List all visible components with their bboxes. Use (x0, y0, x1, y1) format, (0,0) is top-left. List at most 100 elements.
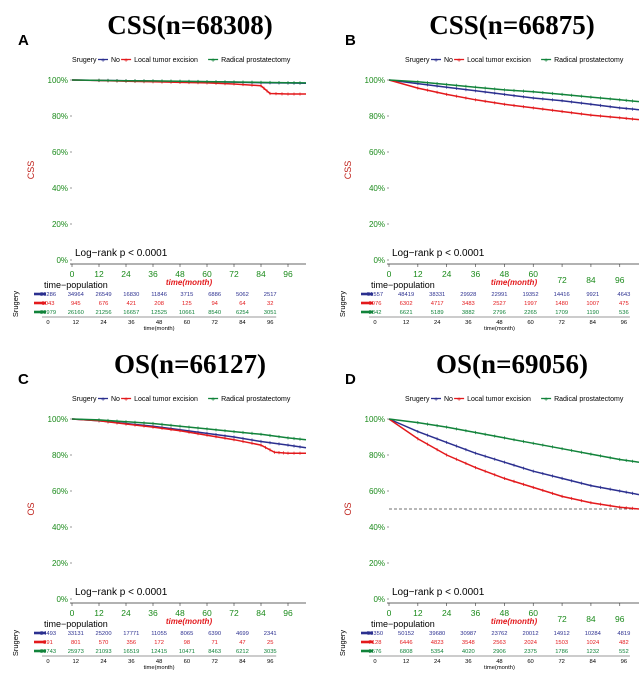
logrank-text: Log−rank p < 0.0001 (75, 587, 168, 598)
legend-key-mark-2: + (211, 397, 215, 404)
legend-key-mark-0: + (101, 58, 105, 65)
risk-table-cell: 6886 (208, 292, 221, 298)
legend-key-mark-0: + (101, 397, 105, 404)
risk-table-cell: 4823 (431, 640, 444, 646)
x-tick-label: 48 (500, 608, 510, 618)
risk-table-cell: 51557 (367, 292, 383, 298)
risk-table-cell: 12525 (151, 310, 167, 316)
risk-table-x-tick: 24 (434, 659, 441, 665)
risk-table-cell: 1503 (555, 640, 568, 646)
risk-table-x-tick: 72 (211, 320, 217, 326)
legend-key-mark-1: + (457, 58, 461, 65)
risk-table-cell: 10661 (179, 310, 195, 316)
risk-table-cell: 125 (182, 301, 192, 307)
risk-table-x-tick: 96 (267, 320, 273, 326)
y-tick-label: 20% (52, 220, 68, 229)
y-tick-label: 60% (52, 487, 68, 496)
x-tick-label: 0 (387, 608, 392, 618)
risk-table-cell: 3035 (264, 649, 277, 655)
risk-table-cell: 536 (619, 310, 629, 316)
y-tick-label: 100% (48, 76, 68, 85)
risk-table-x-tick: 48 (496, 659, 502, 665)
x-tick-label: 12 (413, 269, 423, 279)
risk-table-cell: 47 (239, 640, 245, 646)
risk-table-cell: 10471 (179, 649, 195, 655)
risk-table-cell: 6808 (400, 649, 413, 655)
y-tick-label: 40% (369, 184, 385, 193)
y-tick-label: 0% (373, 595, 385, 604)
risk-table-x-tick: 36 (128, 659, 134, 665)
y-tick-label: 80% (369, 451, 385, 460)
risk-table-cell: 14416 (554, 292, 570, 298)
risk-table-x-tick: 60 (527, 659, 533, 665)
risk-table-cell: 32 (267, 301, 273, 307)
risk-table-cell: 25973 (68, 649, 84, 655)
risk-table-cell: 14912 (554, 631, 570, 637)
x-tick-label: 0 (70, 608, 75, 618)
risk-table-cell: 33131 (68, 631, 84, 637)
risk-table-cell: 4643 (617, 292, 630, 298)
x-tick-label: 48 (175, 269, 185, 279)
risk-table-cell: 8342 (369, 310, 382, 316)
legend: Srugery + No + Local tumor excision + Radical … (72, 57, 291, 65)
censor-marks-2 (98, 78, 301, 85)
risk-table-x-tick: 96 (267, 659, 273, 665)
censor-marks-1 (417, 86, 633, 121)
y-tick-label: 0% (373, 256, 385, 265)
risk-table-cell: 1007 (586, 301, 599, 307)
x-tick-label: 24 (121, 269, 131, 279)
risk-table-cell: 30743 (40, 649, 56, 655)
risk-table-cell: 5354 (431, 649, 445, 655)
risk-table-cell: 2375 (524, 649, 537, 655)
risk-table-ylabel: Srugery (11, 630, 20, 657)
risk-table-x-tick: 72 (211, 659, 217, 665)
legend-title: Srugery (405, 396, 430, 403)
series-line-no (388, 418, 639, 496)
x-tick-label: 84 (256, 269, 266, 279)
risk-table-xlabel: time(month) (484, 326, 515, 332)
censor-marks-2 (98, 418, 301, 441)
risk-table-cell: 30987 (460, 631, 476, 637)
x-tick-label: 12 (94, 608, 104, 618)
risk-table-cell: 21093 (95, 649, 111, 655)
risk-table-ylabel: Srugery (338, 630, 347, 657)
risk-table-cell: 11055 (151, 631, 167, 637)
risk-table-title: time−population (44, 619, 108, 629)
risk-table-x-tick: 84 (239, 659, 246, 665)
x-tick-label: 60 (528, 608, 538, 618)
y-tick-label: 40% (52, 184, 68, 193)
series-line-radical-prostatectomy (71, 418, 307, 441)
risk-table-cell: 36286 (40, 292, 56, 298)
risk-table-title: time−population (371, 280, 435, 290)
x-tick-label: 0 (70, 269, 75, 279)
panel-c: OS(n=66127) C Srugery + No + Local tumor excis… (11, 349, 307, 671)
chart-title: OS(n=66127) (114, 349, 266, 379)
x-tick-label: 96 (615, 614, 625, 624)
risk-table-x-tick: 12 (403, 320, 409, 326)
x-tick-label: 72 (557, 614, 567, 624)
risk-table-cell: 19352 (522, 292, 538, 298)
risk-table-cell: 11846 (151, 292, 167, 298)
risk-table-cell: 1997 (524, 301, 537, 307)
risk-table-x-tick: 0 (373, 320, 376, 326)
risk-table-x-tick: 84 (239, 320, 246, 326)
risk-table-cell: 3483 (462, 301, 475, 307)
legend-label-2: Radical prostatectomy (554, 396, 624, 403)
x-axis-label: time(month) (166, 617, 213, 626)
risk-table-cell: 2796 (493, 310, 506, 316)
risk-table-cell: 20012 (522, 631, 538, 637)
risk-table-cell: 891 (43, 640, 53, 646)
risk-table-ylabel: Srugery (338, 291, 347, 318)
risk-table-x-tick: 0 (46, 659, 49, 665)
risk-table-cell: 6446 (400, 640, 413, 646)
risk-table-x-tick: 72 (558, 320, 564, 326)
y-tick-label: 60% (52, 148, 68, 157)
y-tick-label: 20% (369, 559, 385, 568)
risk-table-x-tick: 48 (156, 320, 162, 326)
risk-table-cell: 475 (619, 301, 629, 307)
legend-label-2: Radical prostatectomy (221, 57, 291, 64)
risk-table-x-tick: 36 (128, 320, 134, 326)
legend-key-mark-2: + (211, 58, 215, 65)
risk-table-cell: 34964 (68, 292, 85, 298)
risk-table-cell: 3882 (462, 310, 475, 316)
